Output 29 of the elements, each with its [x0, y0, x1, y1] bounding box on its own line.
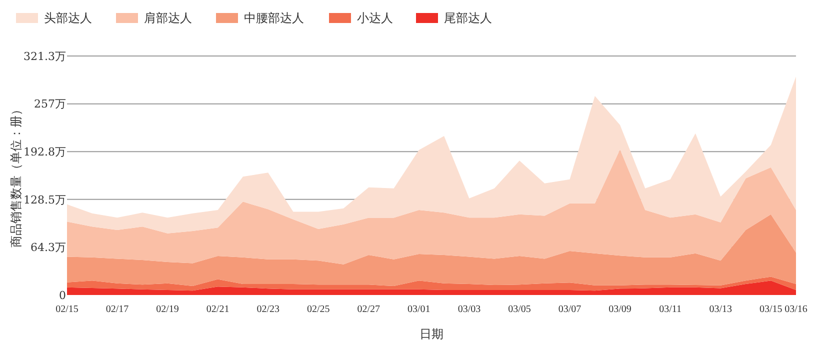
- x-tick-label: 03/01: [408, 304, 430, 315]
- x-tick-label: 02/17: [106, 304, 129, 315]
- x-tick-label: 03/13: [709, 304, 732, 315]
- x-tick-label: 02/21: [206, 304, 230, 315]
- legend-label: 尾部达人: [444, 11, 492, 26]
- x-tick-label: 03/03: [458, 304, 481, 315]
- x-tick-label: 03/16: [784, 304, 808, 315]
- y-axis-title: 商品销售数量（单位：册）: [9, 104, 23, 248]
- y-tick-label: 321.3万: [24, 50, 66, 63]
- x-tick-label: 03/07: [558, 304, 582, 315]
- x-tick-label: 03/05: [508, 304, 531, 315]
- y-tick-label: 257万: [34, 98, 66, 111]
- x-tick-label: 03/11: [659, 304, 682, 315]
- legend-label: 肩部达人: [144, 11, 192, 26]
- x-tick-label: 03/15: [759, 304, 782, 315]
- legend-label: 中腰部达人: [244, 11, 304, 26]
- y-tick-label: 0: [59, 288, 66, 302]
- x-tick-label: 02/27: [357, 304, 380, 315]
- x-tick-label: 02/25: [306, 304, 330, 315]
- x-tick-label: 02/23: [256, 304, 280, 315]
- legend-label: 头部达人: [44, 11, 92, 26]
- x-tick-label: 02/15: [56, 304, 78, 315]
- y-tick-label: 64.3万: [30, 241, 66, 254]
- y-tick-label: 128.5万: [24, 193, 66, 206]
- y-tick-label: 192.8万: [24, 145, 66, 158]
- legend-label: 小达人: [357, 11, 393, 26]
- x-tick-label: 02/19: [156, 304, 179, 315]
- x-tick-label: 03/09: [608, 304, 632, 315]
- x-axis-title: 日期: [420, 327, 444, 341]
